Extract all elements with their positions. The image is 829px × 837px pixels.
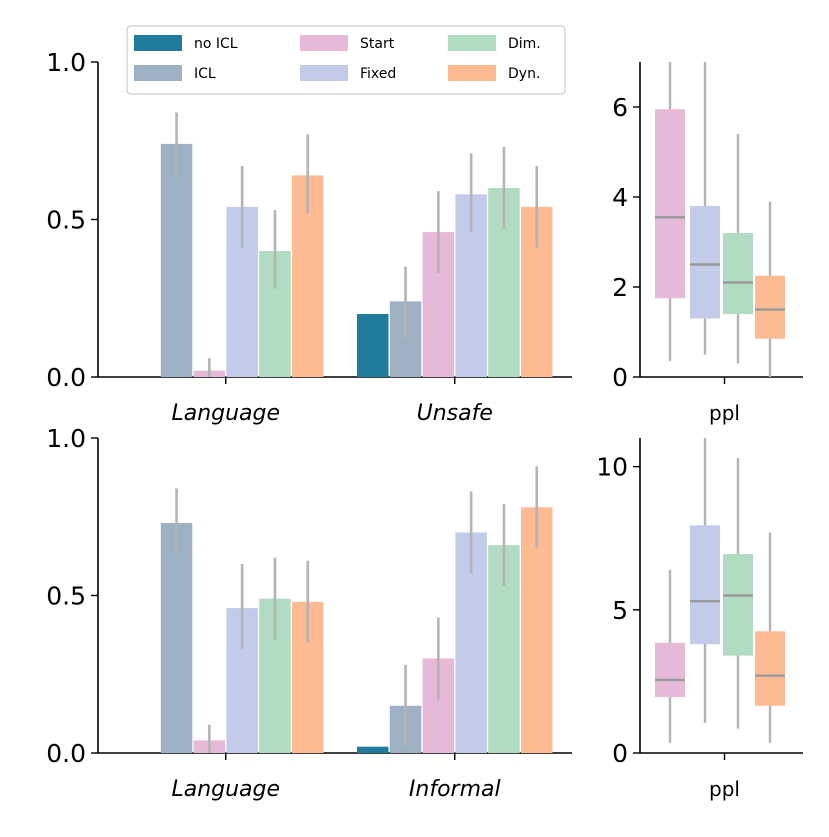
legend-swatch xyxy=(134,35,182,51)
y-tick-label: 0 xyxy=(612,363,628,392)
y-tick-label: 0.0 xyxy=(46,363,86,392)
y-tick-label: 2 xyxy=(612,273,628,302)
category-label: Informal xyxy=(409,777,501,802)
legend-swatch xyxy=(448,65,496,81)
x-axis-label: ppl xyxy=(709,777,740,801)
y-tick-label: 5 xyxy=(612,596,628,625)
y-tick-label: 6 xyxy=(612,93,628,122)
box xyxy=(655,642,685,698)
y-tick-label: 0.5 xyxy=(46,206,86,235)
legend-label: no ICL xyxy=(194,36,238,52)
y-tick-label: 4 xyxy=(612,183,628,212)
bar xyxy=(160,523,193,753)
box xyxy=(690,525,720,645)
legend-label: Fixed xyxy=(360,66,396,82)
y-tick-label: 1.0 xyxy=(46,48,86,77)
box xyxy=(690,206,720,319)
legend-label: Start xyxy=(360,36,395,52)
bar xyxy=(357,314,389,377)
legend-label: Dyn. xyxy=(508,66,540,82)
bar xyxy=(357,746,389,753)
box xyxy=(755,631,785,706)
legend-label: ICL xyxy=(194,66,216,82)
x-axis-label: ppl xyxy=(709,401,740,425)
legend-label: Dim. xyxy=(508,36,541,52)
box xyxy=(723,233,753,314)
box xyxy=(755,275,785,339)
legend-swatch xyxy=(300,65,348,81)
legend-swatch xyxy=(300,35,348,51)
box xyxy=(655,109,685,299)
y-tick-label: 1.0 xyxy=(46,424,86,453)
panel-top-left: 0.0 0.5 1.0 Language Unsafe xyxy=(46,48,572,426)
panel-bottom-right: 0 5 10 ppl xyxy=(596,438,803,801)
legend-swatch xyxy=(134,65,182,81)
legend: no ICL ICL Start Fixed Dim. Dyn. xyxy=(126,25,566,95)
category-label: Unsafe xyxy=(417,401,493,426)
panel-top-right: 0 2 4 6 ppl xyxy=(612,62,803,425)
y-tick-label: 10 xyxy=(596,453,628,482)
category-label: Language xyxy=(171,401,280,426)
bar xyxy=(160,143,193,377)
panel-bottom-left: 0.0 0.5 1.0 Language Informal xyxy=(46,424,572,802)
category-label: Language xyxy=(171,777,280,802)
y-tick-label: 0.5 xyxy=(46,582,86,611)
y-tick-label: 0.0 xyxy=(46,739,86,768)
y-tick-label: 0 xyxy=(612,739,628,768)
box xyxy=(723,553,753,656)
legend-swatch xyxy=(448,35,496,51)
